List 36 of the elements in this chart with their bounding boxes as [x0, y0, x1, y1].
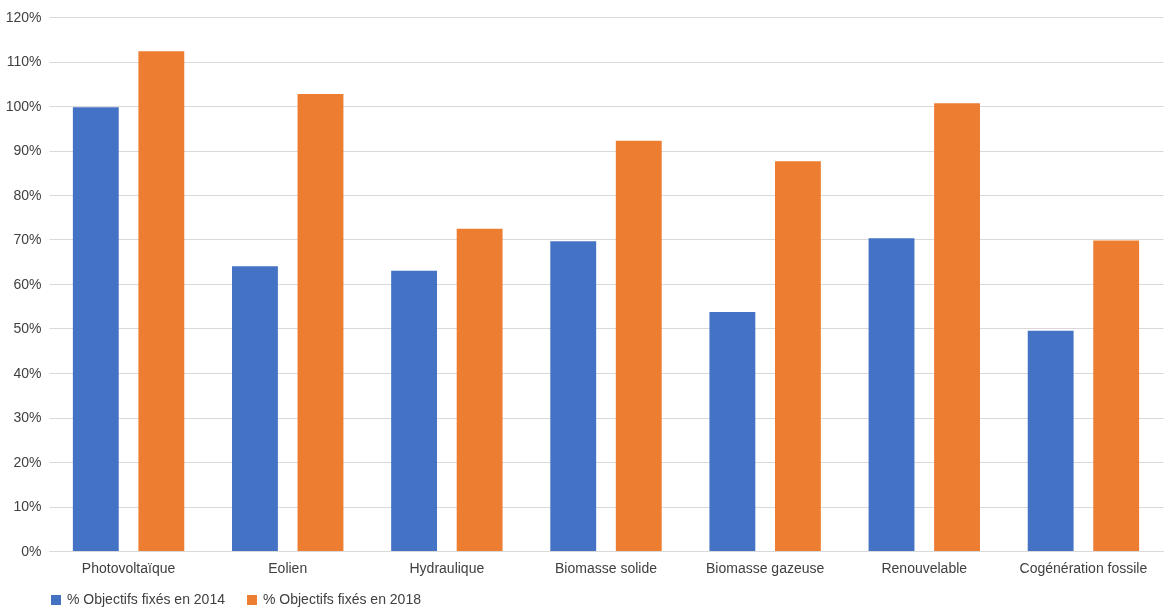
bar [391, 270, 438, 551]
bar [934, 103, 980, 551]
y-tick-label: 90% [13, 142, 42, 158]
x-tick-label: Eolien [268, 559, 308, 576]
x-tick-label: Biomasse gazeuse [705, 559, 825, 576]
bar [297, 93, 344, 551]
y-tick-label: 10% [13, 498, 42, 514]
bar [709, 312, 756, 551]
bar [615, 140, 662, 551]
y-tick-label: 120% [5, 8, 42, 25]
bar [774, 161, 821, 551]
bar [138, 51, 185, 551]
bar [232, 266, 278, 551]
y-tick-label: 60% [13, 275, 42, 292]
x-tick-label: Photovoltaïque [81, 559, 176, 576]
bar [1093, 240, 1140, 551]
legend-label: % Objectifs fixés en 2018 [263, 591, 422, 607]
y-tick-label: 30% [13, 409, 42, 425]
bar [1027, 330, 1074, 551]
y-tick-label: 0% [21, 542, 42, 559]
legend-label: % Objectifs fixés en 2014 [67, 591, 226, 607]
bar [456, 228, 503, 551]
y-tick-label: 80% [13, 186, 42, 203]
x-tick-label: Biomasse solide [555, 559, 658, 576]
x-tick-label: Cogénération fossile [1019, 559, 1148, 576]
y-tick-label: 40% [13, 364, 42, 381]
bar [72, 107, 119, 551]
y-tick-label: 110% [6, 53, 42, 69]
bar [550, 241, 597, 551]
bar [868, 238, 915, 551]
x-tick-label: Hydraulique [409, 559, 485, 576]
y-tick-label: 70% [13, 231, 42, 247]
y-tick-label: 20% [13, 453, 42, 470]
x-tick-label: Renouvelable [881, 559, 968, 576]
y-tick-label: 50% [13, 320, 42, 336]
y-tick-label: 100% [5, 97, 42, 114]
